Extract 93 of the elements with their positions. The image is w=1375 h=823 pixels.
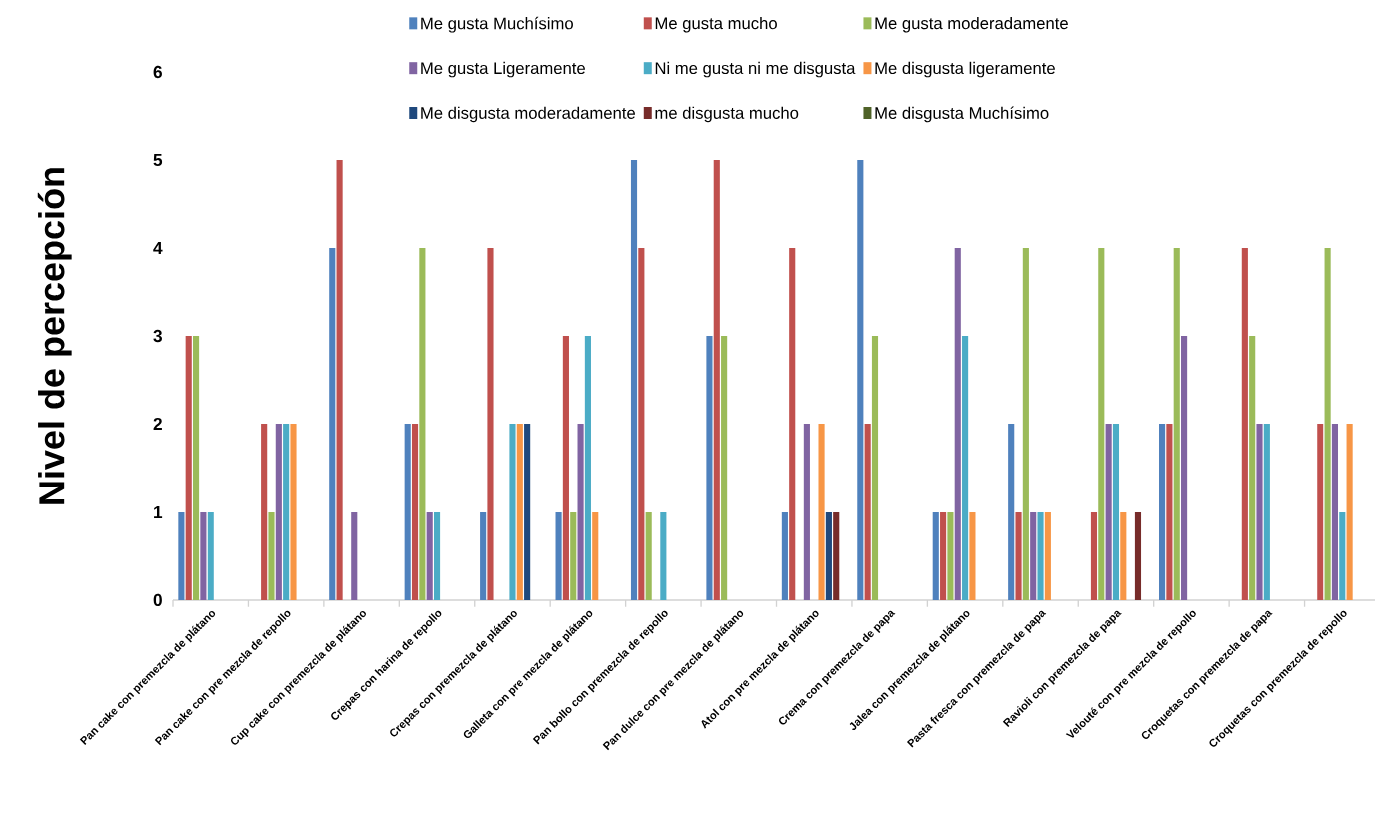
y-tick-label: 6 bbox=[153, 65, 162, 79]
bar bbox=[200, 511, 207, 600]
bar bbox=[329, 247, 336, 600]
bar bbox=[1105, 423, 1112, 600]
legend-label: me disgusta mucho bbox=[655, 106, 799, 123]
legend-label: Me disgusta moderadamente bbox=[421, 106, 635, 123]
bar bbox=[857, 159, 864, 600]
bar bbox=[1120, 511, 1127, 600]
bar bbox=[803, 423, 810, 600]
bar bbox=[954, 247, 961, 600]
bar bbox=[789, 247, 796, 600]
bar bbox=[645, 511, 652, 600]
bar bbox=[1317, 423, 1324, 600]
y-tick-label: 0 bbox=[153, 593, 162, 607]
bar bbox=[1324, 247, 1331, 600]
bar bbox=[713, 159, 720, 600]
y-tick-label: 5 bbox=[153, 153, 163, 167]
y-tick-label: 4 bbox=[153, 242, 163, 254]
bar bbox=[290, 423, 297, 600]
bar bbox=[969, 511, 976, 600]
bar bbox=[261, 423, 268, 600]
bar bbox=[833, 511, 840, 600]
bar bbox=[268, 511, 275, 600]
bar bbox=[630, 159, 638, 600]
bar bbox=[404, 423, 411, 600]
bar bbox=[192, 335, 200, 600]
bar bbox=[178, 511, 185, 600]
bar bbox=[1044, 511, 1051, 600]
bar bbox=[1256, 423, 1263, 600]
bar bbox=[584, 335, 591, 600]
bar bbox=[781, 511, 788, 600]
bar bbox=[818, 423, 825, 600]
bar bbox=[509, 423, 516, 600]
legend-label: Ni me gusta ni me disgusta bbox=[655, 61, 856, 78]
bar bbox=[1022, 247, 1029, 600]
bar bbox=[592, 511, 599, 600]
bar bbox=[1173, 247, 1180, 600]
bar bbox=[1090, 511, 1098, 600]
bar bbox=[570, 511, 577, 600]
bar bbox=[207, 511, 214, 600]
bar bbox=[555, 511, 562, 600]
bar bbox=[1159, 423, 1166, 600]
legend-label: Me gusta moderadamente bbox=[875, 16, 1068, 33]
bar bbox=[1030, 511, 1037, 600]
bar bbox=[283, 423, 290, 600]
bar bbox=[1037, 511, 1044, 600]
bar bbox=[1015, 511, 1022, 600]
bar bbox=[426, 511, 433, 600]
y-tick-label: 1 bbox=[154, 506, 163, 518]
bar bbox=[638, 247, 645, 600]
bar bbox=[1008, 423, 1015, 600]
bar bbox=[721, 335, 728, 600]
legend-label: Me gusta Muchísimo bbox=[421, 16, 573, 33]
bar bbox=[487, 247, 494, 600]
legend-label: Me disgusta ligeramente bbox=[875, 61, 1055, 78]
bar bbox=[411, 423, 419, 600]
bar bbox=[185, 335, 192, 600]
bar bbox=[962, 335, 969, 600]
bar bbox=[1241, 247, 1248, 600]
bar bbox=[433, 511, 441, 600]
bar bbox=[351, 511, 358, 600]
bar bbox=[940, 511, 947, 600]
bar bbox=[336, 159, 343, 600]
y-tick-label: 2 bbox=[153, 417, 162, 431]
bar bbox=[706, 335, 713, 600]
bar bbox=[577, 423, 584, 600]
bar bbox=[1181, 335, 1188, 600]
bar bbox=[660, 511, 667, 600]
bar bbox=[932, 511, 939, 600]
legend-label: Me gusta Ligeramente bbox=[421, 61, 585, 78]
bar bbox=[1166, 423, 1173, 600]
bar bbox=[871, 335, 879, 600]
y-axis-title: Nivel de percepción bbox=[37, 168, 72, 504]
bar bbox=[1134, 511, 1142, 600]
bar bbox=[516, 423, 523, 600]
bar bbox=[864, 423, 871, 600]
bar bbox=[562, 335, 569, 600]
bar bbox=[419, 247, 426, 600]
legend-label: Me disgusta Muchísimo bbox=[875, 106, 1049, 123]
legend-label: Me gusta mucho bbox=[655, 16, 777, 33]
bar bbox=[1249, 335, 1256, 600]
y-tick-label: 3 bbox=[153, 329, 162, 343]
bar bbox=[480, 511, 487, 600]
bar bbox=[524, 423, 531, 600]
bar bbox=[1098, 247, 1105, 600]
bar bbox=[1112, 423, 1120, 600]
bar bbox=[1346, 423, 1353, 600]
bar bbox=[275, 423, 282, 600]
bar bbox=[1263, 423, 1270, 600]
bar bbox=[825, 511, 832, 600]
bar bbox=[1339, 511, 1346, 600]
bar bbox=[947, 511, 954, 600]
bar bbox=[1331, 423, 1339, 600]
